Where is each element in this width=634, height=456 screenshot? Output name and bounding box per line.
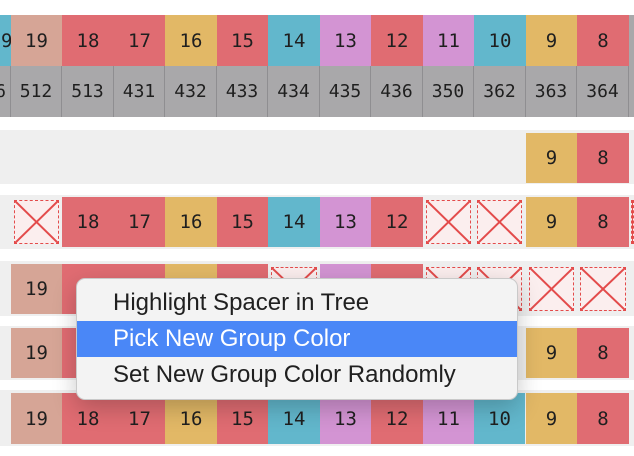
spacer-cell[interactable] [426,200,471,244]
spacer-cell[interactable] [477,200,522,244]
spacer-cross-icon [581,268,625,310]
tab-id-cell[interactable]: 362 [474,66,526,117]
tab-group-cell[interactable]: 9 [526,393,577,444]
tab-group-cell[interactable]: 19 [11,15,62,66]
tab-group-cell[interactable]: 9 [526,15,577,66]
spacer-cell[interactable] [580,267,626,311]
tab-id-cell[interactable]: 431 [114,66,165,117]
tab-id-cell[interactable]: 434 [268,66,320,117]
tab-group-cell[interactable]: 14 [268,393,320,444]
tab-group-cell[interactable]: 12 [371,15,423,66]
tab-group-cell[interactable]: 16 [165,15,217,66]
tab-group-cell[interactable]: 8 [577,197,629,247]
menu-item-highlight-spacer[interactable]: Highlight Spacer in Tree [113,289,370,316]
tab-group-cell[interactable]: 10 [474,15,526,66]
tab-group-cell[interactable]: 19 [11,328,62,378]
tab-group-cell[interactable]: 18 [62,393,114,444]
tab-group-cell[interactable]: 17 [114,197,165,247]
tab-group-cell[interactable]: 17 [114,15,165,66]
spacer-cell[interactable] [14,200,59,244]
tab-id-cell[interactable]: 433 [217,66,268,117]
spacer-cell[interactable] [529,267,574,311]
tab-group-cell[interactable]: 11 [423,15,474,66]
tab-id-cell[interactable]: 512 [11,66,62,117]
tab-group-cell[interactable]: 14 [268,15,320,66]
tab-id-cell[interactable]: 432 [165,66,217,117]
tab-group-cell[interactable]: 19 [11,393,62,444]
tab-group-cell[interactable]: 12 [371,197,423,247]
tab-group-cell[interactable]: 12 [371,393,423,444]
tab-id-cell[interactable]: 513 [62,66,114,117]
tab-group-cell[interactable]: 11 [423,393,474,444]
tab-group-cell[interactable]: 8 [577,393,629,444]
tab-group-cell[interactable]: 8 [577,328,629,378]
tab-group-cell[interactable]: 19 [11,264,62,314]
tab-id-cell[interactable]: 435 [320,66,371,117]
tab-group-cell[interactable]: 18 [62,15,114,66]
tab-group-cell[interactable]: 15 [217,393,268,444]
menu-item-set-random-group-color[interactable]: Set New Group Color Randomly [113,361,456,388]
tab-group-cell[interactable]: 10 [474,393,525,444]
tab-group-cell[interactable]: 9 [526,133,577,183]
tab-group-cell[interactable]: 13 [320,197,371,247]
tab-group-cell[interactable]: 14 [268,197,320,247]
tab-group-cell[interactable] [629,15,634,66]
tab-group-cell[interactable]: 15 [217,15,268,66]
tab-group-cell[interactable]: 19 [0,15,12,66]
tab-group-cell[interactable]: 9 [526,328,577,378]
tab-group-cell[interactable]: 13 [320,15,371,66]
tab-group-cell[interactable]: 15 [217,197,268,247]
menu-item-pick-new-group-color[interactable]: Pick New Group Color [77,321,517,357]
tab-group-cell[interactable]: 16 [165,393,217,444]
tab-id-cell[interactable]: 350 [423,66,474,117]
tab-group-cell[interactable]: 18 [62,197,114,247]
context-menu: Highlight Spacer in Tree Pick New Group … [76,278,518,400]
spacer-cross-icon [15,201,58,243]
tab-group-cell[interactable]: 8 [577,133,629,183]
spacer-cross-icon [632,201,633,243]
tab-id-cell[interactable]: 364 [577,66,629,117]
tab-group-cell[interactable]: 17 [114,393,165,444]
tab-group-cell[interactable]: 9 [526,197,577,247]
tab-id-cell[interactable]: 6 [0,66,11,117]
tab-id-cell[interactable] [629,66,634,117]
spacer-cross-icon [427,201,470,243]
tab-group-cell[interactable]: 13 [320,393,371,444]
tab-group-cell[interactable]: 16 [165,197,217,247]
tab-group-cell[interactable]: 8 [577,15,629,66]
spacer-cross-icon [478,201,521,243]
spacer-cross-icon [530,268,573,310]
tab-id-cell[interactable]: 436 [371,66,423,117]
tab-id-cell[interactable]: 363 [526,66,577,117]
